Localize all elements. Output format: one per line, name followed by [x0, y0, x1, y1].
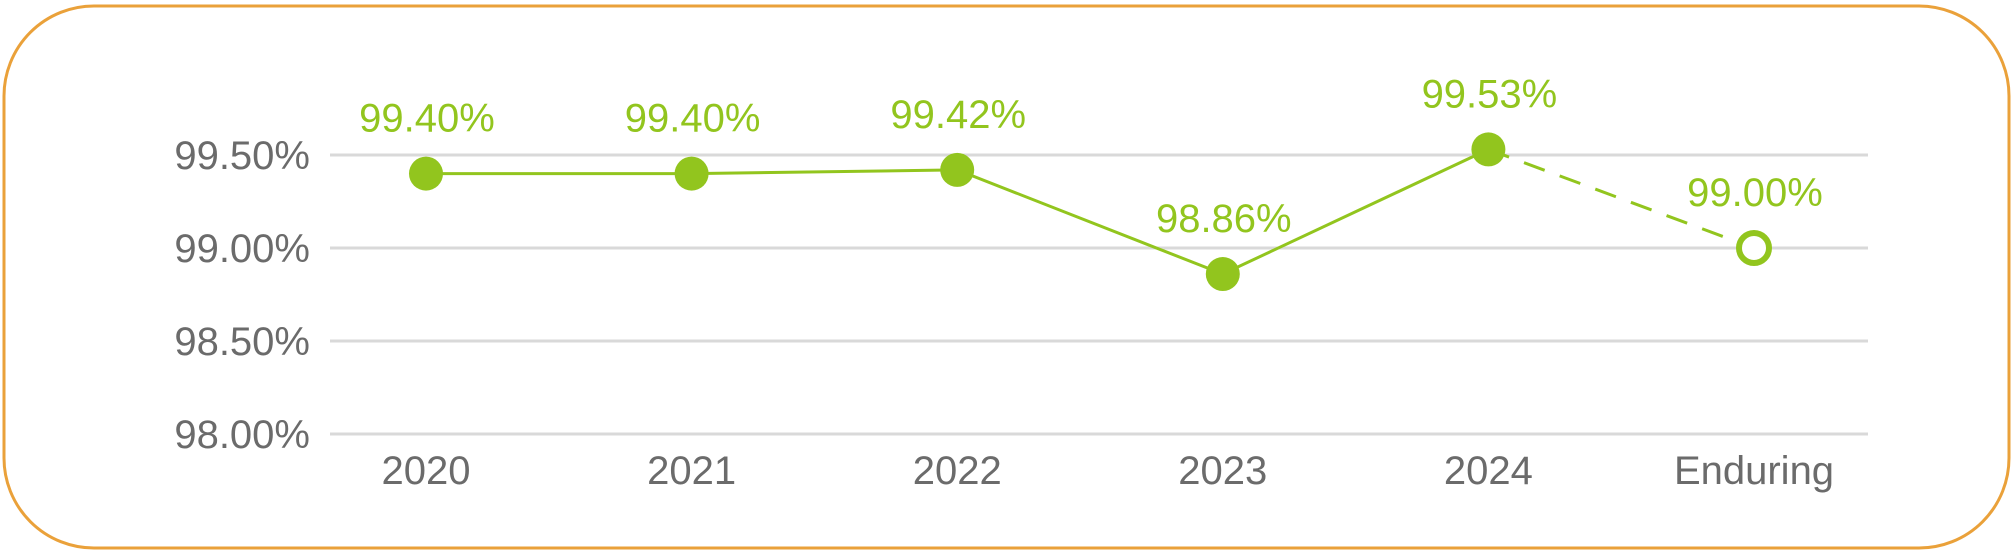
x-tick-label: 2021 — [647, 449, 736, 493]
projection-line — [1487, 148, 1755, 250]
data-point — [409, 156, 443, 191]
y-axis-tick-labels: 98.00% 98.50% 99.00% 99.50% — [174, 134, 310, 457]
y-tick-label: 99.00% — [174, 227, 310, 271]
data-point — [674, 156, 709, 191]
y-tick-label: 98.50% — [174, 320, 310, 364]
y-tick-label: 98.00% — [174, 413, 310, 457]
data-labels: 99.40% 99.40% 99.42% 98.86% 99.53% 99.00% — [359, 72, 1823, 241]
series-points — [409, 132, 1772, 292]
x-tick-label: Enduring — [1674, 449, 1834, 493]
data-point — [1471, 132, 1506, 167]
x-tick-label: 2020 — [382, 449, 471, 493]
y-tick-label: 99.50% — [174, 134, 310, 178]
x-axis-tick-labels: 2020 2021 2022 2023 2024 Enduring — [382, 449, 1835, 493]
data-point — [940, 152, 975, 187]
data-point — [1205, 257, 1240, 292]
data-label: 99.53% — [1422, 72, 1558, 116]
x-tick-label: 2024 — [1444, 449, 1533, 493]
data-label: 99.42% — [890, 93, 1026, 137]
data-label: 98.86% — [1156, 197, 1292, 241]
gridlines — [330, 153, 1868, 436]
x-tick-label: 2022 — [913, 449, 1002, 493]
data-label: 99.40% — [625, 97, 761, 141]
chart-frame — [2, 4, 2011, 550]
x-tick-label: 2023 — [1178, 449, 1267, 493]
projected-data-point — [1736, 230, 1772, 266]
data-label: 99.40% — [359, 97, 495, 141]
data-label: 99.00% — [1687, 171, 1823, 215]
